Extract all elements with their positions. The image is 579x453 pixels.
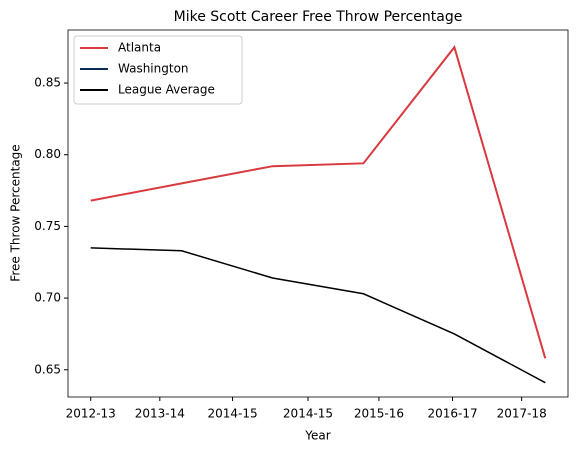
x-tick-label: 2013-14 <box>135 407 185 421</box>
y-tick-label: 0.70 <box>34 291 61 305</box>
plot-frame <box>67 29 569 398</box>
x-tick-label: 2014-15 <box>283 407 333 421</box>
series-line <box>90 247 546 384</box>
y-tick-label: 0.75 <box>34 219 61 233</box>
y-tick-label: 0.80 <box>34 147 61 161</box>
legend-label: Atlanta <box>118 41 161 55</box>
x-axis-label: Year <box>304 429 330 443</box>
x-tick-label: 2016-17 <box>427 407 477 421</box>
x-tick-label: 2015-16 <box>354 407 404 421</box>
legend-label: League Average <box>118 83 215 97</box>
legend-box <box>73 35 243 105</box>
y-axis-label: Free Throw Percentage <box>9 144 23 281</box>
legend-label: Washington <box>118 62 189 76</box>
series-line <box>90 45 547 359</box>
x-tick-label: 2017-18 <box>497 407 547 421</box>
x-tick-label: 2012-13 <box>66 407 116 421</box>
y-tick-label: 0.65 <box>34 362 61 376</box>
chart-title: Mike Scott Career Free Throw Percentage <box>174 9 463 25</box>
y-tick-label: 0.85 <box>34 76 61 90</box>
x-tick-label: 2014-15 <box>207 407 257 421</box>
